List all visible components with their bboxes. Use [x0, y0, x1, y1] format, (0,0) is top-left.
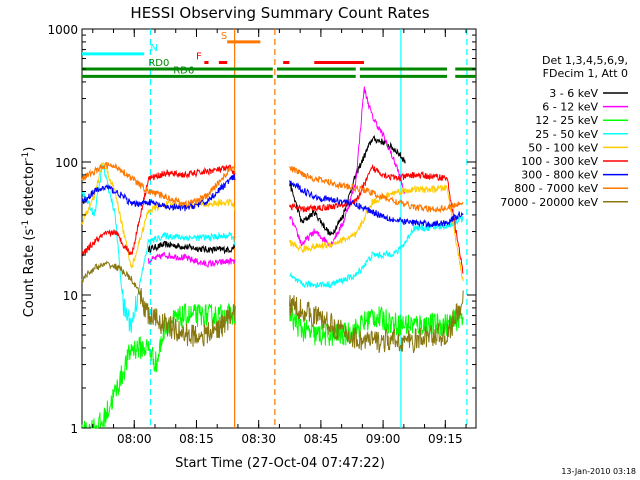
series-line-3-seg-1	[289, 215, 464, 289]
x-tick-label-1: 08:15	[179, 432, 214, 446]
series-line-6-seg-1	[289, 180, 464, 228]
series-line-5-seg-0	[81, 164, 236, 257]
legend-header-0: Det 1,3,4,5,6,9,	[542, 54, 628, 67]
legend: Det 1,3,4,5,6,9,FDecim 1, Att 0 3 - 6 keV…	[500, 54, 628, 209]
x-tick-label-2: 08:30	[241, 432, 276, 446]
series-line-1-seg-1	[289, 86, 406, 248]
series-line-6-seg-0	[81, 173, 236, 212]
legend-label-1: 6 - 12 keV	[542, 101, 598, 114]
y-tick-label-2: 100	[55, 156, 78, 170]
x-tick-label-4: 09:00	[366, 432, 401, 446]
series-line-2-seg-0	[81, 302, 236, 429]
series-line-1-seg-0	[147, 251, 236, 268]
series-line-7-seg-1	[289, 165, 464, 214]
y-tick-label-1: 10	[63, 289, 78, 303]
series-line-4-seg-1	[289, 184, 464, 282]
y-tick-label-3: 1000	[47, 23, 78, 37]
flag-label-rd6: RD6	[173, 65, 194, 76]
legend-label-4: 50 - 100 keV	[528, 141, 598, 154]
y-axis-label-sup1: -1	[21, 220, 31, 229]
y-axis-label-sup2: -1	[21, 152, 31, 161]
legend-label-7: 800 - 7000 keV	[514, 182, 598, 195]
vertical-markers	[149, 29, 468, 428]
flag-label-n: N	[150, 43, 157, 54]
y-axis-label-end: )	[22, 147, 37, 152]
y-axis-label-mid: detector	[22, 160, 37, 220]
y-axis-label: Count Rate (s-1 detector-1)	[21, 147, 37, 318]
y-axis-label-main: Count Rate (s	[22, 229, 37, 318]
x-tick-label-5: 09:15	[428, 432, 463, 446]
series-line-5-seg-1	[289, 163, 464, 274]
flag-label-f: F	[196, 51, 202, 62]
series-line-7-seg-0	[81, 161, 236, 208]
series-line-8-seg-0	[81, 260, 236, 347]
legend-label-5: 100 - 300 keV	[521, 155, 598, 168]
timestamp: 13-Jan-2010 03:18	[561, 467, 636, 476]
legend-label-0: 3 - 6 keV	[549, 87, 598, 100]
series-line-0-seg-0	[147, 240, 236, 255]
series-line-8-seg-1	[289, 290, 464, 354]
x-tick-label-3: 08:45	[304, 432, 339, 446]
flag-bars: N S F RD0 RD6	[82, 31, 476, 78]
legend-label-6: 300 - 800 keV	[521, 169, 598, 182]
series-lines	[81, 86, 464, 429]
legend-label-2: 12 - 25 keV	[535, 114, 598, 127]
legend-label-3: 25 - 50 keV	[535, 128, 598, 141]
x-axis-label: Start Time (27-Oct-04 07:47:22)	[175, 456, 385, 471]
chart-title: HESSI Observing Summary Count Rates	[130, 4, 429, 22]
flag-label-rd0: RD0	[148, 58, 169, 69]
flag-label-s: S	[221, 31, 227, 42]
series-line-3-seg-0	[81, 164, 236, 333]
y-tick-label-0: 1	[70, 422, 78, 436]
series-line-2-seg-1	[289, 306, 464, 346]
legend-label-8: 7000 - 20000 keV	[500, 196, 598, 209]
legend-header-1: FDecim 1, Att 0	[543, 67, 628, 80]
x-tick-label-0: 08:00	[117, 432, 152, 446]
axes: 08:00 08:15 08:30 08:45 09:00 09:15 1 10 100 1000	[47, 23, 476, 446]
